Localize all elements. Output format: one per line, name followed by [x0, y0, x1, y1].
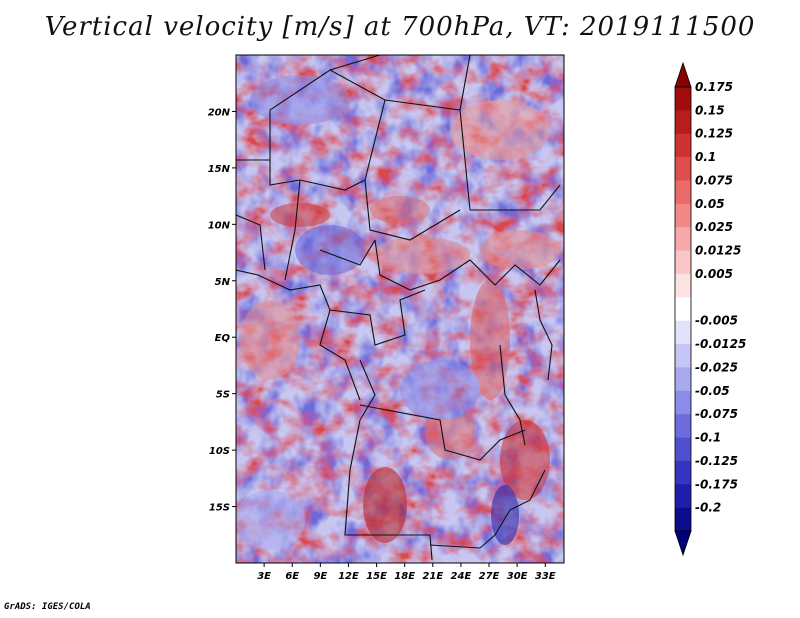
y-tick-label: 10S	[209, 446, 230, 457]
x-tick-label: 6E	[285, 571, 299, 582]
chart-title: Vertical velocity [m/s] at 700hPa, VT: 2…	[44, 12, 756, 42]
colorbar-label: -0.1	[695, 431, 721, 445]
y-axis: 20N 15N 10N 5N EQ 5S 10S 15S	[208, 107, 236, 514]
x-tick-label: 24E	[451, 571, 472, 582]
y-tick-label: 15S	[209, 503, 230, 514]
colorbar-swatch	[675, 437, 691, 462]
x-axis: 3E 6E 9E 12E 15E 18E 21E 24E 27E 30E 33E	[257, 563, 556, 582]
colorbar-swatch	[675, 297, 691, 321]
colorbar-label: -0.075	[695, 407, 738, 421]
colorbar-swatch	[675, 203, 691, 228]
colorbar-swatch	[675, 227, 691, 251]
colorbar-swatch	[675, 110, 691, 135]
colorbar-swatch	[675, 484, 691, 508]
x-tick-label: 9E	[313, 571, 327, 582]
colorbar-label: -0.005	[695, 314, 738, 328]
field-blobs	[236, 75, 560, 550]
colorbar-swatch	[675, 180, 691, 205]
y-tick-label: 5S	[216, 390, 230, 401]
colorbar-frame	[674, 86, 692, 532]
x-tick-label: 15E	[366, 571, 387, 582]
colorbar-label: 0.05	[695, 197, 725, 211]
y-tick-label: 20N	[208, 107, 231, 118]
colorbar-label: 0.175	[695, 80, 733, 94]
x-tick-label: 21E	[422, 571, 443, 582]
colorbar-top-arrow	[674, 61, 692, 88]
colorbar-label: -0.175	[695, 477, 738, 491]
x-tick-label: 18E	[394, 571, 415, 582]
colorbar-swatch	[675, 273, 691, 298]
colorbar-label: -0.125	[695, 454, 738, 468]
colorbar-label: -0.05	[695, 384, 730, 398]
y-tick-label: 15N	[208, 164, 231, 175]
colorbar-label: 0.0125	[695, 244, 741, 258]
colorbar-swatch	[675, 390, 691, 415]
plot-area	[236, 55, 564, 563]
colorbar-swatch	[675, 87, 691, 111]
colorbar-label: 0.075	[695, 173, 733, 187]
x-tick-label: 12E	[338, 571, 359, 582]
colorbar-swatch	[675, 367, 691, 392]
colorbar-label: 0.1	[695, 150, 716, 164]
colorbar-swatch	[675, 133, 691, 158]
credit-text: GrADS: IGES/COLA	[4, 602, 91, 612]
colorbar-label: 0.125	[695, 127, 733, 141]
x-tick-label: 27E	[479, 571, 500, 582]
colorbar-swatch	[675, 344, 691, 368]
colorbar: 0.175 0.15 0.125 0.1 0.075 0.05 0.025 0.0125 0.0…	[674, 61, 746, 557]
colorbar-swatch	[675, 250, 691, 275]
colorbar-swatch	[675, 157, 691, 181]
colorbar-swatch	[675, 320, 691, 345]
x-tick-label: 33E	[535, 571, 556, 582]
colorbar-label: -0.0125	[695, 337, 746, 351]
colorbar-bottom-arrow	[674, 530, 692, 557]
colorbar-label: 0.025	[695, 220, 733, 234]
y-tick-label: EQ	[215, 333, 231, 344]
colorbar-swatch	[675, 414, 691, 438]
colorbar-label: -0.2	[695, 501, 721, 515]
x-tick-label: 3E	[257, 571, 271, 582]
colorbar-label: 0.15	[695, 103, 725, 117]
colorbar-label: 0.005	[695, 267, 733, 281]
colorbar-swatch	[675, 460, 691, 485]
x-tick-label: 30E	[507, 571, 528, 582]
colorbar-label: -0.025	[695, 360, 738, 374]
y-tick-label: 10N	[208, 220, 231, 231]
borders	[236, 55, 561, 561]
y-tick-label: 5N	[215, 277, 231, 288]
plot-frame	[235, 54, 565, 564]
colorbar-swatch	[675, 507, 691, 532]
